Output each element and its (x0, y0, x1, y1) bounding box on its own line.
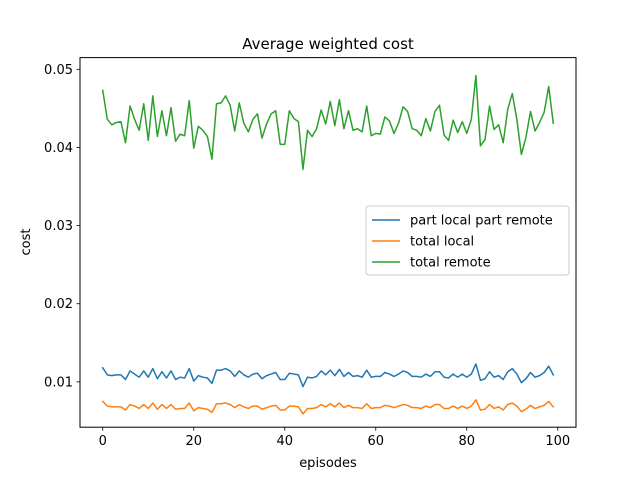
chart-title: Average weighted cost (242, 35, 414, 53)
series-layer (101, 74, 555, 415)
legend-box (365, 205, 570, 276)
legend-label-2: total local (410, 235, 474, 250)
y-tick-label: 0.05 (44, 63, 73, 78)
x-tick-label: 100 (545, 434, 570, 449)
x-tick-label: 0 (99, 434, 107, 449)
plot-area-frame (79, 57, 577, 428)
x-axis-label: episodes (299, 456, 357, 471)
x-tick-label: 40 (276, 434, 293, 449)
y-tick-label: 0.01 (44, 375, 73, 390)
y-tick-label: 0.02 (44, 297, 73, 312)
legend-label-1: part local part remote (410, 214, 553, 229)
legend: part local part remote total local total r… (365, 205, 570, 276)
x-tick-label: 60 (368, 434, 385, 449)
series-line-2 (101, 399, 555, 415)
legend-label-3: total remote (410, 256, 491, 271)
y-axis-label: cost (19, 229, 34, 256)
x-tick-label: 20 (185, 434, 202, 449)
x-tick-label: 80 (459, 434, 476, 449)
y-axis: 0.01 0.02 0.03 0.04 0.05 (44, 63, 80, 390)
series-line-1 (101, 363, 555, 388)
y-tick-label: 0.04 (44, 141, 73, 156)
y-tick-label: 0.03 (44, 219, 73, 234)
x-axis: 0 20 40 60 80 100 (99, 427, 570, 449)
series-line-3 (101, 74, 555, 171)
